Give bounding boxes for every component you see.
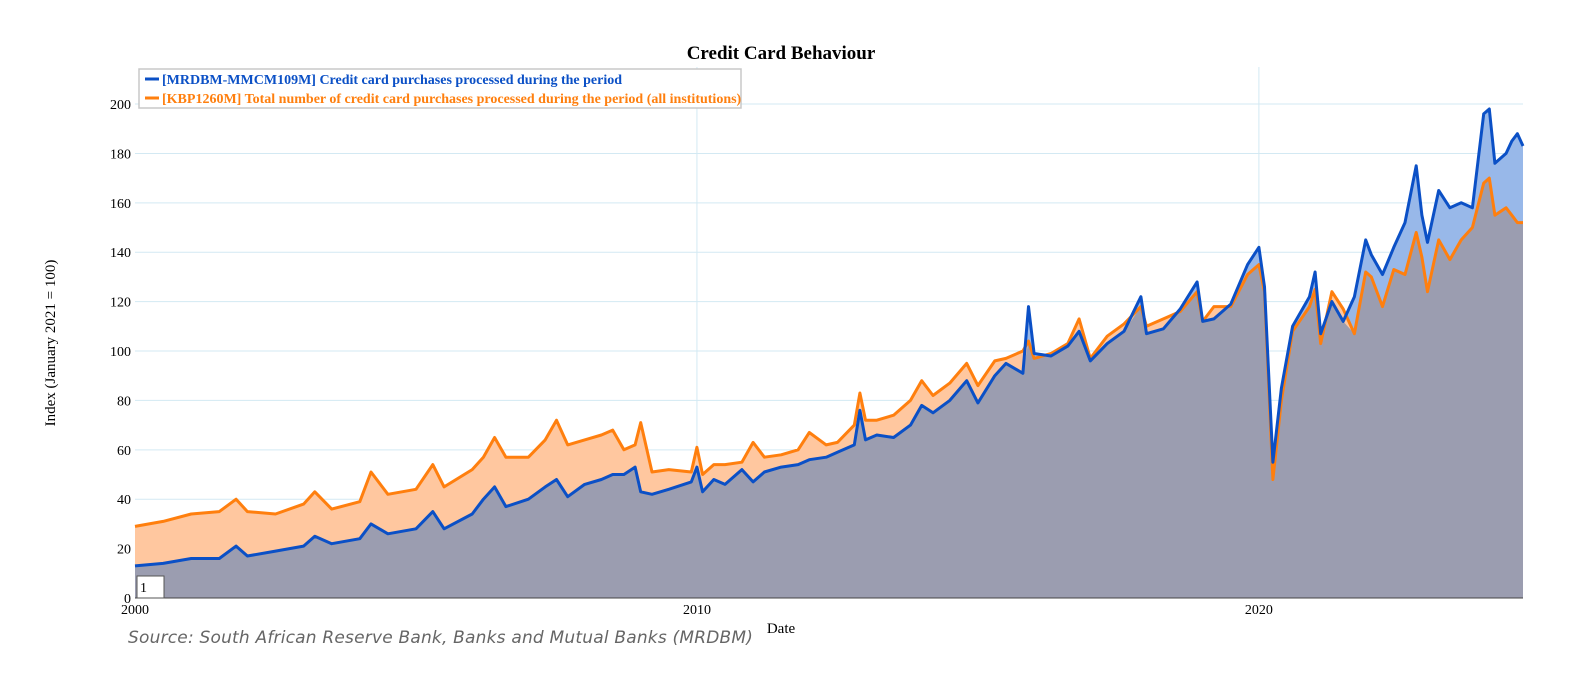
y-tick-label: 180 [110, 147, 131, 162]
area-overlap [135, 178, 1523, 598]
y-tick-label: 60 [117, 444, 131, 459]
legend: [MRDBM-MMCM109M] Credit card purchases p… [138, 68, 742, 109]
y-tick-label: 100 [110, 345, 131, 360]
y-tick-label: 140 [110, 246, 131, 261]
y-tick-label: 0 [124, 592, 131, 607]
y-tick-label: 160 [110, 197, 131, 212]
source-note: Source: South African Reserve Bank, Bank… [128, 628, 754, 648]
y-tick-label: 200 [110, 98, 131, 113]
y-tick-label: 20 [117, 543, 131, 558]
page-badge-box[interactable] [136, 575, 165, 599]
legend-label-series-1: [MRDBM-MMCM109M] Credit card purchases p… [162, 73, 622, 88]
line-series-2 [134, 176, 1523, 528]
line-series-1 [134, 107, 1525, 568]
y-tick-label: 80 [117, 394, 131, 409]
y-tick-label: 120 [110, 296, 131, 311]
page-badge[interactable]: 1 [136, 575, 165, 599]
x-axis-label: Date [767, 621, 796, 637]
x-tick-label: 2020 [1245, 603, 1273, 618]
legend-label-series-2: [KBP1260M] Total number of credit card p… [162, 92, 742, 107]
x-tick-label: 2010 [683, 603, 711, 618]
page-badge-label: 1 [140, 581, 147, 596]
chart-title: Credit Card Behaviour [687, 43, 876, 64]
x-tick-label: 2000 [121, 603, 149, 618]
y-tick-label: 40 [117, 493, 131, 508]
y-axis-label: Index (January 2021 = 100) [43, 260, 59, 427]
legend-box [138, 68, 742, 109]
